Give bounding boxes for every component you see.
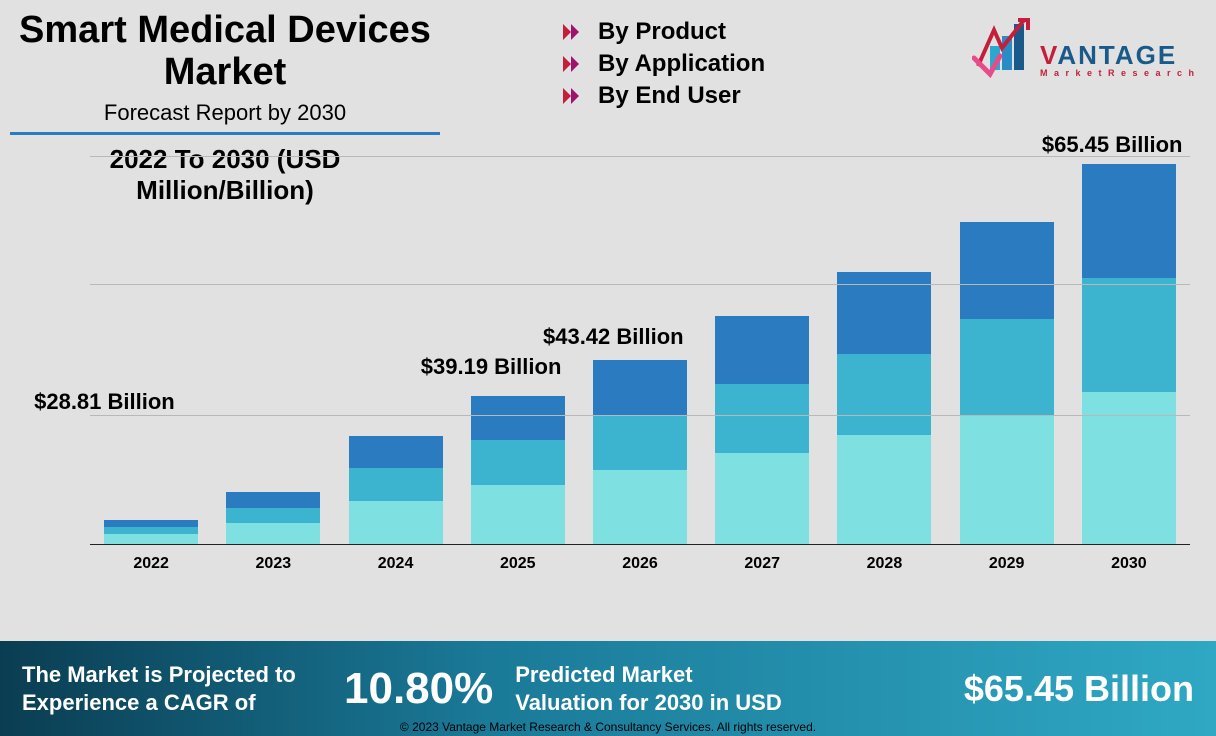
bar-column	[226, 492, 320, 544]
bar-segment	[715, 384, 809, 452]
logo-text: VANTAGE M a r k e t R e s e a r c h	[1040, 42, 1196, 78]
bar-segment	[471, 396, 565, 440]
x-tick: 2026	[593, 555, 687, 573]
bar-segment	[226, 492, 320, 508]
bar-column	[960, 222, 1054, 544]
bar-segment	[837, 435, 931, 544]
bar-segment	[349, 468, 443, 500]
bar-stack	[104, 520, 198, 544]
brand-sub: M a r k e t R e s e a r c h	[1040, 68, 1196, 78]
bar-column: $39.19 Billion	[471, 396, 565, 544]
x-tick: 2025	[471, 555, 565, 573]
bar-data-label: $28.81 Billion	[34, 389, 175, 415]
bar-segment	[715, 453, 809, 544]
copyright-text: © 2023 Vantage Market Research & Consult…	[400, 720, 816, 736]
bar-segment	[837, 354, 931, 436]
segment-label: By Product	[598, 18, 726, 46]
prediction-label: Predicted Market Valuation for 2030 in U…	[515, 661, 785, 716]
cagr-value: 10.80%	[344, 664, 493, 714]
report-subtitle: Forecast Report by 2030	[10, 100, 440, 126]
bar-column	[837, 272, 931, 544]
bar-segment	[960, 319, 1054, 416]
x-axis: 2022 2023 2024 2025 2026 2027 2028 2029 2030	[90, 545, 1190, 573]
x-tick: 2022	[104, 555, 198, 573]
prediction-value: $65.45 Billion	[964, 668, 1194, 710]
bar-segment	[715, 316, 809, 384]
x-tick: 2030	[1082, 555, 1176, 573]
segment-item: By End User	[560, 82, 765, 110]
bar-stack	[837, 272, 931, 544]
x-tick: 2027	[715, 555, 809, 573]
bar-segment	[349, 436, 443, 468]
x-tick: 2028	[837, 555, 931, 573]
bar-segment	[349, 501, 443, 544]
bar-column: $65.45 Billion	[1082, 164, 1176, 544]
bar-segment	[593, 360, 687, 415]
bar-segment	[1082, 278, 1176, 392]
gridline	[90, 284, 1190, 285]
title-underline	[10, 132, 440, 135]
bar-segment	[104, 520, 198, 527]
bar-segment	[593, 470, 687, 544]
bar-stack	[960, 222, 1054, 544]
segment-item: By Application	[560, 50, 765, 78]
segment-label: By Application	[598, 50, 765, 78]
bar-data-label: $39.19 Billion	[421, 354, 562, 380]
bar-column	[349, 436, 443, 544]
gridline	[90, 156, 1190, 157]
bar-stack	[715, 316, 809, 544]
bar-segment	[226, 523, 320, 544]
double-chevron-icon	[560, 20, 584, 44]
bar-stack	[471, 396, 565, 544]
bar-column: $28.81 Billion	[104, 520, 198, 544]
gridline	[90, 415, 1190, 416]
bar-segment	[960, 222, 1054, 319]
report-title-block: Smart Medical Devices Market Forecast Re…	[10, 10, 440, 135]
bar-stack	[349, 436, 443, 544]
footer-banner: The Market is Projected to Experience a …	[0, 641, 1216, 736]
bar-segment	[226, 508, 320, 524]
bar-group: $28.81 Billion $39.19 Billion $43.42 Billi…	[90, 145, 1190, 544]
bar-segment	[1082, 164, 1176, 278]
bar-stack	[1082, 164, 1176, 544]
logo-mark-icon	[972, 18, 1036, 78]
segment-list: By Product By Application By End User	[560, 18, 765, 114]
bar-segment	[960, 415, 1054, 544]
bar-stack	[593, 360, 687, 544]
title-line1: Smart Medical Devices	[19, 9, 431, 51]
x-tick: 2029	[960, 555, 1054, 573]
bar-data-label: $65.45 Billion	[1042, 132, 1183, 158]
bar-stack	[226, 492, 320, 544]
chart-plot-area: $28.81 Billion $39.19 Billion $43.42 Billi…	[90, 145, 1190, 545]
double-chevron-icon	[560, 52, 584, 76]
double-chevron-icon	[560, 84, 584, 108]
segment-label: By End User	[598, 82, 741, 110]
brand-rest: ANTAGE	[1057, 40, 1177, 70]
bar-segment	[104, 527, 198, 534]
segment-item: By Product	[560, 18, 765, 46]
bar-data-label: $43.42 Billion	[543, 324, 684, 350]
x-tick: 2023	[226, 555, 320, 573]
forecast-bar-chart: $28.81 Billion $39.19 Billion $43.42 Billi…	[90, 145, 1190, 585]
title-line2: Market	[164, 51, 287, 93]
x-tick: 2024	[349, 555, 443, 573]
cagr-label: The Market is Projected to Experience a …	[22, 661, 322, 716]
brand-logo: VANTAGE M a r k e t R e s e a r c h	[972, 18, 1196, 78]
bar-segment	[471, 440, 565, 484]
bar-column: $43.42 Billion	[593, 360, 687, 544]
bar-segment	[593, 415, 687, 470]
brand-v: V	[1040, 40, 1057, 70]
bar-segment	[471, 485, 565, 544]
report-title: Smart Medical Devices Market	[10, 10, 440, 94]
bar-column	[715, 316, 809, 544]
bar-segment	[104, 534, 198, 544]
